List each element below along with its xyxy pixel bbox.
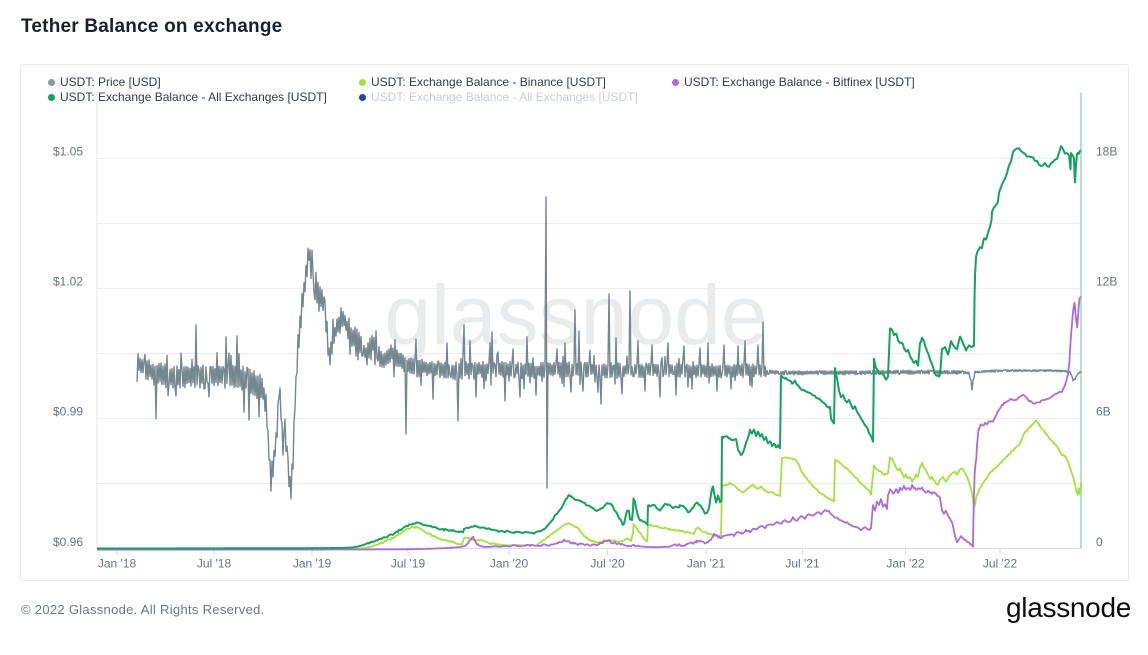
svg-text:18B: 18B (1096, 145, 1117, 159)
svg-text:Jan '20: Jan '20 (490, 557, 529, 571)
svg-text:Jan '19: Jan '19 (293, 557, 332, 571)
svg-text:$1.02: $1.02 (53, 275, 83, 289)
svg-text:$1.05: $1.05 (53, 145, 83, 159)
svg-text:Jul '18: Jul '18 (197, 557, 232, 571)
svg-text:6B: 6B (1096, 405, 1111, 419)
svg-text:Jul '19: Jul '19 (391, 557, 426, 571)
svg-text:Jan '18: Jan '18 (98, 557, 137, 571)
svg-text:0: 0 (1096, 535, 1103, 549)
svg-text:Jul '21: Jul '21 (785, 557, 820, 571)
svg-text:12B: 12B (1096, 275, 1117, 289)
svg-text:$0.96: $0.96 (53, 535, 83, 549)
svg-text:Jan '21: Jan '21 (687, 557, 726, 571)
svg-text:$0.99: $0.99 (53, 405, 83, 419)
svg-text:Jan '22: Jan '22 (886, 557, 925, 571)
svg-text:Jul '20: Jul '20 (590, 557, 625, 571)
svg-text:Jul '22: Jul '22 (983, 557, 1018, 571)
